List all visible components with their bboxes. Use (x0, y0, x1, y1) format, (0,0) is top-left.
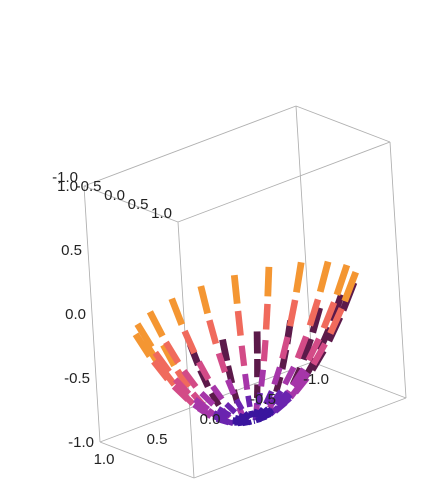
surface-dash (316, 260, 332, 293)
surface-dash (171, 384, 190, 402)
surface-dash (274, 390, 290, 407)
x-tick-label: 0.5 (147, 431, 168, 448)
surface-dash (242, 373, 251, 391)
surface-dash (273, 376, 284, 393)
box-edge (99, 441, 195, 479)
y-tick-label: 1.0 (151, 205, 172, 222)
box-edge (193, 397, 407, 479)
surface-dash (225, 378, 237, 396)
surface-dash (160, 343, 178, 368)
surface-dash (234, 415, 247, 423)
surface-dash (168, 297, 185, 326)
z-tick-label: -0.5 (64, 370, 90, 387)
surface-dash (196, 360, 212, 381)
surface-dash (193, 397, 210, 412)
z-tick-label: -1.0 (68, 434, 94, 451)
surface-dash (152, 350, 172, 374)
surface-dash (341, 270, 359, 303)
surface-dash (163, 340, 182, 365)
x-tick-label: -1.0 (303, 371, 329, 388)
surface-dash (293, 261, 305, 293)
surface-dash (197, 285, 211, 315)
surface-dash (199, 390, 216, 407)
surface-dash (310, 342, 328, 366)
surface-dash (271, 366, 283, 386)
surface-dash (300, 337, 314, 361)
surface-dash (146, 310, 166, 338)
surface-dash (224, 401, 238, 415)
surface-dash (248, 410, 255, 419)
z-tick-label: 0.0 (65, 306, 86, 323)
surface-dash (333, 264, 351, 296)
z-tick-label: 1.0 (57, 178, 78, 195)
box-edge (83, 185, 101, 443)
surface-dash (327, 307, 345, 335)
surface-dash (213, 410, 229, 421)
surface-dash (255, 416, 262, 424)
z-tick-label: 0.5 (61, 242, 82, 259)
surface-dash (210, 384, 225, 401)
x-tick-label: -0.5 (250, 391, 276, 408)
surface-dash (305, 337, 322, 362)
surface-dash (134, 322, 155, 349)
surface-dash (258, 369, 267, 387)
surface-dash (230, 274, 241, 305)
box-edge (83, 105, 297, 187)
surface-dash (245, 395, 253, 408)
surface-dash (276, 392, 293, 409)
surface-dash (173, 377, 192, 397)
box-edge (389, 141, 407, 399)
surface-dash (219, 338, 231, 362)
surface-dash (208, 391, 222, 408)
surface-dash (262, 303, 271, 330)
surface-dash (309, 306, 323, 334)
surface-dash (192, 402, 210, 416)
surface-dash (269, 389, 284, 406)
box-edge (295, 105, 391, 143)
surface-dash (290, 367, 306, 388)
surface-dash (238, 345, 248, 367)
surface-dash (260, 339, 269, 362)
surface-dash (328, 293, 345, 323)
surface-dash (286, 299, 299, 327)
surface-dash (181, 329, 198, 355)
surface-dash (252, 408, 260, 418)
surface-dash (264, 266, 273, 297)
x-tick-label: 0.0 (200, 411, 221, 428)
surface-dash (233, 398, 245, 411)
surface-dash (174, 368, 191, 389)
surface-dash (279, 336, 291, 360)
surface-dash (217, 406, 232, 418)
y-tick-label: -0.5 (76, 178, 102, 195)
surface-dash (255, 392, 263, 406)
x-tick-label: 1.0 (94, 451, 115, 468)
surface-dash (282, 365, 297, 386)
y-tick-label: -1.0 (52, 169, 78, 186)
surface-dash (206, 319, 220, 345)
surface-dash (242, 411, 252, 421)
y-tick-label: 0.0 (104, 187, 125, 204)
tick-labels: -1.0-0.50.00.51.0-1.0-0.50.00.51.0-1.0-0… (52, 169, 329, 468)
surface-dash (234, 310, 244, 336)
surface-dash (320, 301, 338, 330)
box-edge (83, 185, 179, 223)
surface-dash (215, 352, 228, 374)
surface-dash (294, 335, 309, 360)
surface-dash (181, 369, 199, 389)
box-edge (177, 141, 391, 223)
surface-dashes (132, 260, 359, 427)
y-tick-label: 0.5 (128, 196, 149, 213)
box-edge (311, 361, 407, 399)
box-edge (177, 221, 195, 479)
surface-dash (293, 370, 311, 391)
surface-dash (151, 359, 171, 382)
surface-dash (132, 332, 153, 358)
surface-dash (306, 298, 322, 327)
surface-dash (263, 390, 275, 406)
